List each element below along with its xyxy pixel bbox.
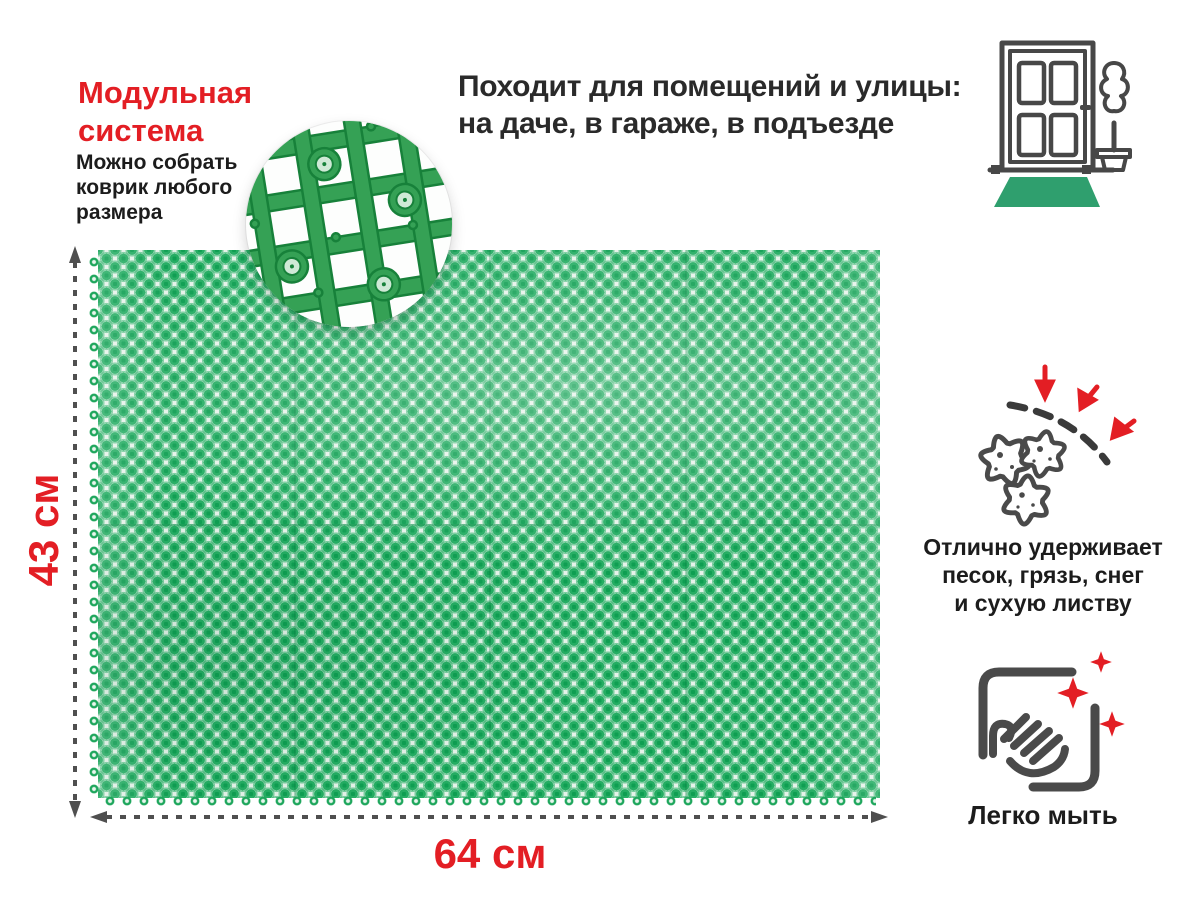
connector-rings <box>274 146 423 302</box>
modular-system-subtitle: Можно собрать коврик любого размера <box>76 150 237 225</box>
mat-connector-loops-bottom <box>102 796 876 807</box>
grass-mat-photo <box>89 250 880 807</box>
debris-line3: и сухую листву <box>954 590 1132 616</box>
mat-connector-loops-left <box>89 254 100 794</box>
debris-line2: песок, грязь, снег <box>942 562 1144 588</box>
dirt-particles-icon <box>930 364 1137 540</box>
zoom-detail-circle <box>246 121 452 327</box>
hand-glyph <box>989 713 1069 778</box>
mat-seam <box>684 250 687 798</box>
hand-wash-sparkles-icon <box>978 651 1125 792</box>
barrier-arc <box>1006 401 1111 466</box>
usage-heading-line1: Походит для помещений и улицы: <box>458 70 962 103</box>
usage-heading: Походит для помещений и улицы: на даче, … <box>458 68 962 142</box>
modular-title-line1: Модульная <box>78 75 253 110</box>
modular-sub-line1: Можно собрать <box>76 151 238 174</box>
debris-feature-text: Отлично удерживает песок, грязь, снег и … <box>912 533 1174 617</box>
mat-seam <box>293 250 296 798</box>
width-dimension-arrow <box>90 811 888 823</box>
width-dimension-label: 64 см <box>433 830 547 877</box>
doormat-shape <box>994 177 1100 207</box>
impact-arrows <box>1034 364 1137 441</box>
dirt-speckles <box>994 446 1052 509</box>
modular-sub-line2: коврик любого <box>76 176 233 199</box>
usage-heading-line2: на даче, в гараже, в подъезде <box>458 107 895 140</box>
height-dimension-label: 43 см <box>20 473 67 587</box>
height-dimension-arrow <box>69 246 81 818</box>
mat-macro-closeup <box>246 121 452 327</box>
mat-seam <box>489 250 491 798</box>
wash-feature-text: Легко мыть <box>968 800 1118 830</box>
door-with-doormat-icon <box>987 40 1132 207</box>
modular-system-title: Модульная система <box>78 74 252 150</box>
debris-line1: Отлично удерживает <box>923 534 1163 560</box>
modular-sub-line3: размера <box>76 201 163 224</box>
mat-seam <box>98 524 880 526</box>
modular-title-line2: система <box>78 113 204 148</box>
